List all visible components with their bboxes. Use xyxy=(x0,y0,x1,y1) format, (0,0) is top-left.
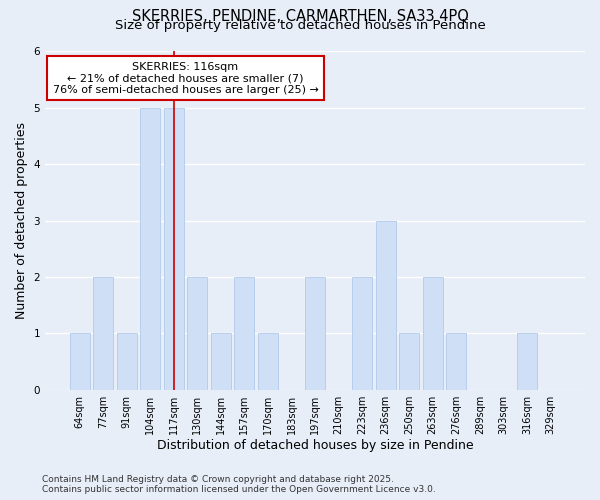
Bar xyxy=(116,334,137,390)
Bar xyxy=(211,334,231,390)
Y-axis label: Number of detached properties: Number of detached properties xyxy=(15,122,28,319)
Text: SKERRIES: 116sqm
← 21% of detached houses are smaller (7)
76% of semi-detached h: SKERRIES: 116sqm ← 21% of detached house… xyxy=(53,62,319,95)
Text: Size of property relative to detached houses in Pendine: Size of property relative to detached ho… xyxy=(115,18,485,32)
X-axis label: Distribution of detached houses by size in Pendine: Distribution of detached houses by size … xyxy=(157,440,473,452)
Bar xyxy=(446,334,466,390)
Text: SKERRIES, PENDINE, CARMARTHEN, SA33 4PQ: SKERRIES, PENDINE, CARMARTHEN, SA33 4PQ xyxy=(131,9,469,24)
Text: Contains HM Land Registry data © Crown copyright and database right 2025.
Contai: Contains HM Land Registry data © Crown c… xyxy=(42,474,436,494)
Bar xyxy=(352,277,372,390)
Bar xyxy=(399,334,419,390)
Bar xyxy=(187,277,208,390)
Bar xyxy=(517,334,537,390)
Bar xyxy=(376,220,395,390)
Bar xyxy=(93,277,113,390)
Bar xyxy=(70,334,89,390)
Bar xyxy=(305,277,325,390)
Bar xyxy=(258,334,278,390)
Bar xyxy=(164,108,184,390)
Bar xyxy=(235,277,254,390)
Bar xyxy=(423,277,443,390)
Bar xyxy=(140,108,160,390)
